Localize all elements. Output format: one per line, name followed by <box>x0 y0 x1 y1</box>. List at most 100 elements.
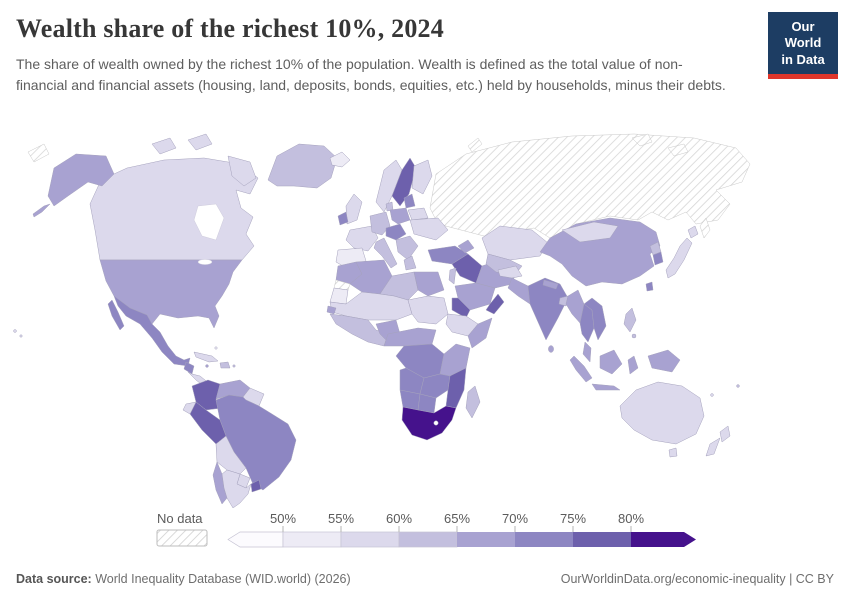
map-region-central-europe[interactable] <box>385 223 407 241</box>
map-region-balkans[interactable] <box>395 235 419 261</box>
owid-logo-red-bar <box>768 73 838 79</box>
map-region-ecuador[interactable] <box>182 401 197 415</box>
map-region-lesotho[interactable] <box>433 420 439 426</box>
map-region-mindanao[interactable] <box>631 333 637 339</box>
owid-url-link[interactable]: OurWorldinData.org/economic-inequality |… <box>560 572 834 586</box>
map-region-ireland[interactable] <box>337 211 349 226</box>
map-region-south-korea[interactable] <box>652 251 664 266</box>
map-region-madagascar[interactable] <box>465 385 481 419</box>
map-region-java[interactable] <box>591 383 621 391</box>
map-region-hokkaido[interactable] <box>687 225 699 239</box>
legend-bin-50-55%[interactable] <box>282 531 342 548</box>
map-region-ukraine[interactable] <box>409 217 449 241</box>
map-region-hawaii[interactable] <box>13 329 17 333</box>
map-region-mongolia[interactable] <box>561 221 619 243</box>
legend-tick-label: 75% <box>560 511 586 526</box>
map-region-borneo[interactable] <box>599 349 623 375</box>
map-region-south-africa[interactable] <box>401 405 457 441</box>
legend-tick-label: 60% <box>386 511 412 526</box>
map-region-yemen[interactable] <box>451 297 471 319</box>
data-source-note: Data source: World Inequality Database (… <box>16 572 351 586</box>
map-region-uk[interactable] <box>345 193 363 225</box>
map-region-bahamas[interactable] <box>214 346 218 350</box>
map-region-new-caledonia[interactable] <box>710 393 714 397</box>
map-region-philippines[interactable] <box>623 307 637 333</box>
map-region-novaya-zemlya[interactable] <box>467 137 483 153</box>
map-region-poland[interactable] <box>389 207 411 225</box>
map-region-senegal[interactable] <box>326 305 337 315</box>
map-region-nz-south[interactable] <box>705 437 721 457</box>
map-region-malay-peninsula[interactable] <box>582 341 592 363</box>
map-region-cuba[interactable] <box>193 351 219 363</box>
legend-tick-label: 80% <box>618 511 644 526</box>
map-region-arctic-canada-1[interactable] <box>151 137 177 155</box>
map-region-iceland[interactable] <box>329 151 351 168</box>
map-region-australia[interactable] <box>619 381 705 445</box>
legend-tick-label: 55% <box>328 511 354 526</box>
map-region-aleutians[interactable] <box>32 203 51 218</box>
map-region-baltics[interactable] <box>403 193 416 209</box>
world-map <box>13 133 751 509</box>
map-region-greenland[interactable] <box>267 143 338 189</box>
map-region-baffin[interactable] <box>227 155 257 187</box>
map-region-oman[interactable] <box>485 293 505 315</box>
map-region-mauritania[interactable] <box>329 287 349 305</box>
legend-bin->80%[interactable] <box>631 532 696 547</box>
legend-bin-55-60%[interactable] <box>340 531 400 548</box>
map-region-greece[interactable] <box>403 255 417 271</box>
legend-bin-<50%[interactable] <box>227 531 284 548</box>
map-region-uruguay[interactable] <box>250 479 262 493</box>
map-region-sri-lanka[interactable] <box>548 345 554 353</box>
legend-bin-65-70%[interactable] <box>457 532 515 547</box>
legend-bin-60-65%[interactable] <box>398 531 458 548</box>
legend-tick-label: 65% <box>444 511 470 526</box>
map-region-alaska[interactable] <box>47 153 115 207</box>
map-region-pakistan[interactable] <box>507 277 531 305</box>
map-region-sumatra[interactable] <box>569 355 593 383</box>
map-region-chukotka[interactable] <box>27 143 50 163</box>
map-region-belarus[interactable] <box>407 207 429 221</box>
map-region-usa[interactable] <box>99 259 243 329</box>
map-region-egypt[interactable] <box>413 271 445 297</box>
map-region-sulawesi[interactable] <box>627 355 639 375</box>
map-region-new-guinea[interactable] <box>647 349 681 373</box>
map-region-svalbard[interactable] <box>631 133 653 147</box>
map-region-arctic-isles[interactable] <box>667 143 689 157</box>
map-region-afghanistan[interactable] <box>497 265 523 279</box>
page-title: Wealth share of the richest 10%, 2024 <box>16 14 444 43</box>
legend-no-data-swatch[interactable] <box>156 529 208 547</box>
map-region-israel-jordan[interactable] <box>448 267 457 285</box>
map-region-indochina[interactable] <box>583 297 607 341</box>
owid-logo-line2: in Data <box>781 51 825 67</box>
map-region-sakhalin[interactable] <box>699 217 711 239</box>
map-region-jamaica[interactable] <box>205 364 209 368</box>
map-region-tasmania[interactable] <box>668 447 678 458</box>
map-region-nz-north[interactable] <box>719 425 731 443</box>
map-region-puerto-rico[interactable] <box>232 364 236 368</box>
map-region-hawaii-2[interactable] <box>19 334 23 338</box>
map-region-caucasus[interactable] <box>457 239 475 254</box>
data-source-text: World Inequality Database (WID.world) (2… <box>91 572 351 586</box>
map-region-mexico[interactable] <box>113 295 191 367</box>
map-region-bangladesh[interactable] <box>558 295 569 307</box>
map-region-italy[interactable] <box>373 237 398 269</box>
map-region-nepal[interactable] <box>542 279 559 290</box>
map-region-sweden[interactable] <box>391 157 417 207</box>
map-region-japan[interactable] <box>665 237 693 279</box>
legend-no-data-label: No data <box>157 511 203 526</box>
map-region-taiwan[interactable] <box>645 281 654 292</box>
map-region-arctic-canada-2[interactable] <box>187 133 213 151</box>
legend-bin-75-80%[interactable] <box>573 532 631 547</box>
map-region-hispaniola[interactable] <box>219 361 231 369</box>
map-region-sudan[interactable] <box>407 295 449 325</box>
map-region-guatemala[interactable] <box>183 361 195 375</box>
map-region-fiji[interactable] <box>736 384 740 388</box>
map-region-baja[interactable] <box>107 299 125 331</box>
map-region-india[interactable] <box>527 277 569 341</box>
legend-bin-70-75%[interactable] <box>515 532 573 547</box>
map-region-finland[interactable] <box>411 159 433 195</box>
owid-logo[interactable]: Our World in Data <box>768 12 838 79</box>
map-region-argentina[interactable] <box>221 469 252 509</box>
map-region-somalia[interactable] <box>467 317 493 349</box>
